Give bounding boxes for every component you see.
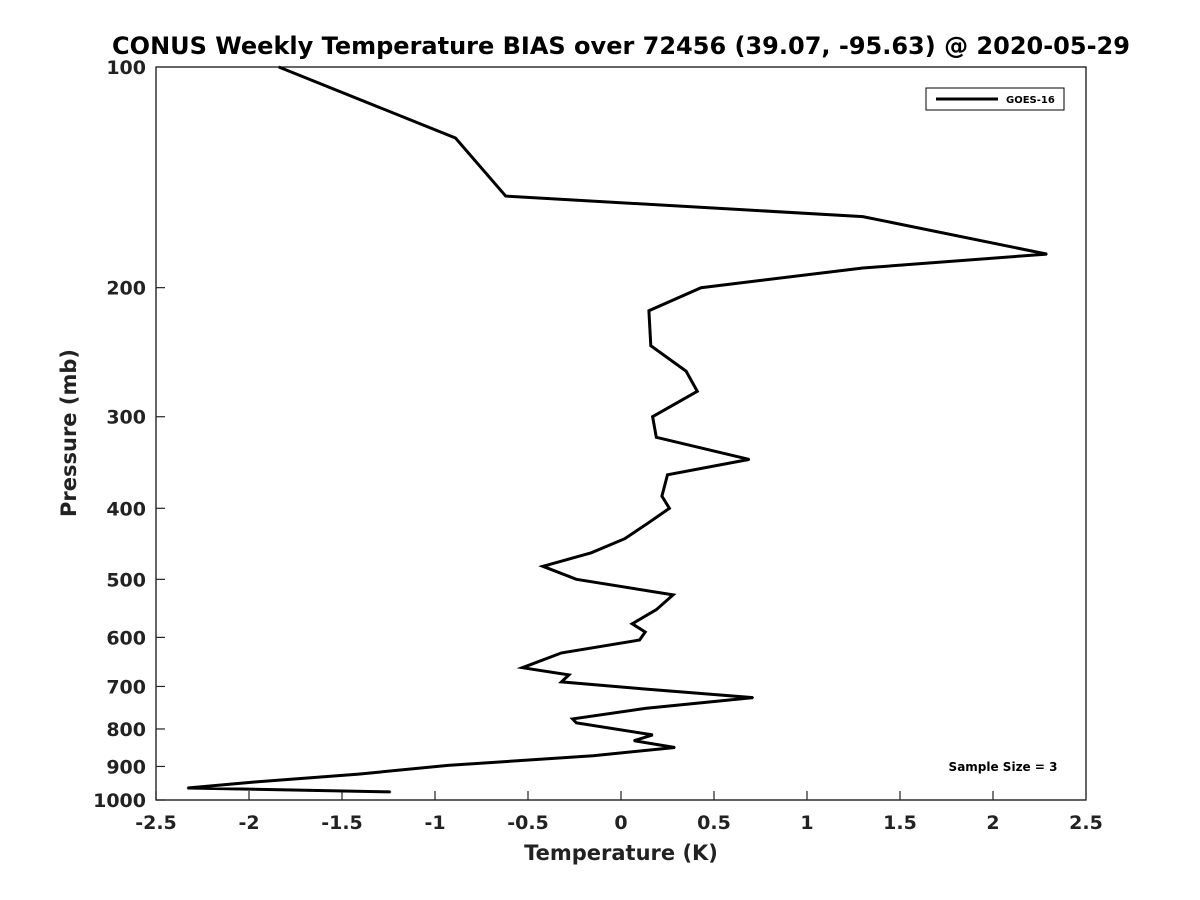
data-point [1046, 253, 1048, 255]
data-point [631, 623, 633, 625]
y-tick-label: 1000 [93, 790, 146, 812]
x-tick-label: 2 [986, 812, 999, 834]
data-point [650, 344, 652, 347]
x-axis-label: Temperature (K) [524, 841, 718, 865]
data-point [644, 631, 646, 633]
y-axis-label: Pressure (mb) [57, 349, 81, 517]
data-point [575, 722, 578, 724]
legend: GOES-16 [925, 87, 1065, 111]
sample-size-annotation: Sample Size = 3 [949, 760, 1058, 774]
data-point [571, 718, 574, 720]
x-tick-label: 1 [800, 812, 813, 834]
data-point [651, 734, 654, 736]
data-point [748, 458, 751, 461]
y-tick-label: 800 [106, 719, 146, 741]
series-layer [186, 65, 1048, 794]
y-tick-label: 200 [106, 278, 146, 300]
x-tick-label: -1 [424, 812, 445, 834]
data-point [700, 286, 702, 289]
data-point [640, 687, 643, 690]
x-tick-label: 1.5 [883, 812, 917, 834]
x-tick-label: -1.5 [321, 812, 363, 834]
y-tick-label: 400 [106, 498, 146, 520]
data-point [542, 565, 544, 568]
data-point [186, 787, 189, 789]
data-point [666, 474, 669, 476]
data-point [646, 523, 648, 525]
y-axis-ticks: 100 200 300 400 500 600 700 800 900 1000 [93, 57, 165, 812]
data-point [592, 754, 594, 757]
y-tick-label: 600 [106, 627, 146, 649]
data-point [560, 681, 563, 683]
data-point [504, 195, 507, 197]
data-point [454, 137, 457, 139]
data-point [674, 746, 676, 749]
data-point [644, 707, 646, 710]
data-point [651, 415, 654, 418]
data-point [633, 739, 635, 742]
x-tick-label: 0 [614, 812, 627, 834]
x-tick-label: 0.5 [697, 812, 731, 834]
data-point [661, 495, 663, 497]
legend-label-goes-16: GOES-16 [1006, 95, 1055, 106]
y-tick-label: 500 [106, 569, 146, 591]
x-tick-label: -0.5 [507, 812, 549, 834]
data-point [655, 436, 658, 439]
data-point [575, 578, 578, 581]
y-tick-label: 900 [106, 756, 146, 778]
x-tick-label: -2 [238, 812, 259, 834]
data-point [648, 309, 650, 312]
data-point [862, 267, 864, 269]
y-tick-label: 100 [106, 57, 146, 79]
data-point [278, 66, 280, 68]
data-point [447, 764, 449, 767]
data-point [752, 696, 754, 699]
data-point [862, 215, 864, 218]
chart-title: CONUS Weekly Temperature BIAS over 72456… [112, 32, 1130, 60]
data-point [389, 791, 392, 793]
series-line-goes-16 [187, 65, 1048, 794]
data-point [253, 781, 256, 783]
y-tick-label: 300 [106, 407, 146, 429]
data-point [560, 652, 563, 654]
data-point [521, 666, 524, 669]
data-point [638, 639, 641, 641]
data-point [685, 370, 687, 373]
data-point [357, 773, 360, 775]
data-point [668, 507, 671, 510]
x-axis-ticks: -2.5 -2 -1.5 -1 -0.5 0 0.5 1 1.5 2 2.5 [135, 791, 1103, 834]
data-point [696, 390, 699, 393]
plot-frame [155, 66, 1087, 801]
data-point [568, 674, 570, 676]
data-point [672, 594, 674, 596]
x-tick-label: 2.5 [1069, 812, 1103, 834]
data-point [590, 552, 592, 554]
data-point [623, 537, 626, 540]
y-tick-label: 700 [106, 676, 146, 698]
data-point [655, 608, 658, 611]
x-tick-label: -2.5 [135, 812, 177, 834]
